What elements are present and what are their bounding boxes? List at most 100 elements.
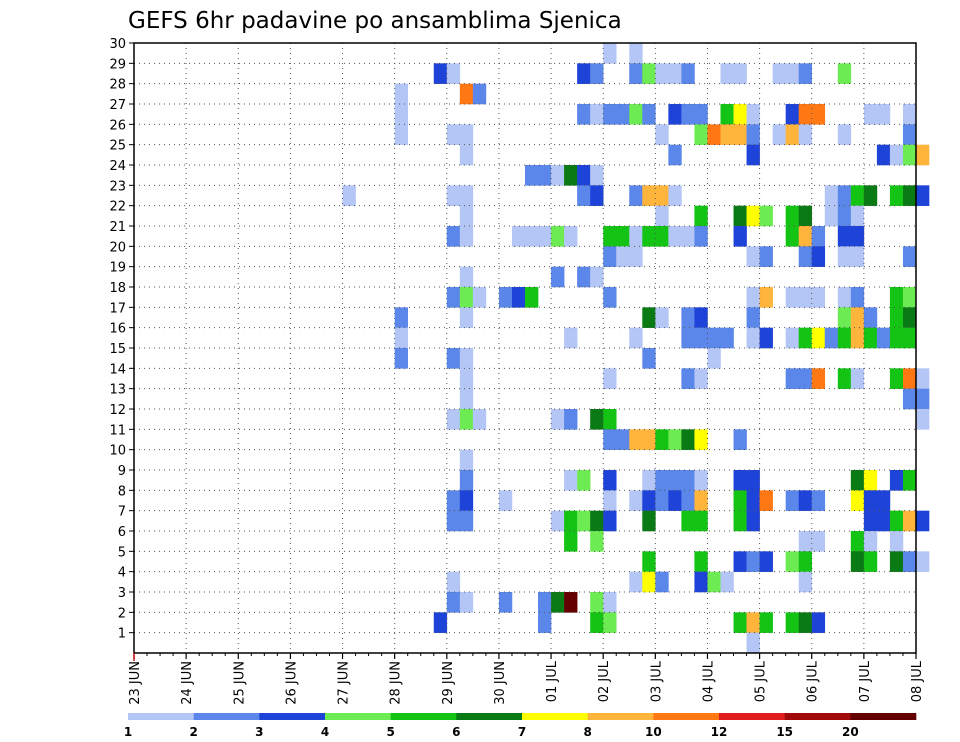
cell-member8-step28 bbox=[498, 490, 513, 511]
legend-label: 4 bbox=[321, 725, 329, 739]
cell-member2-step35 bbox=[590, 612, 604, 633]
cell-member21-step55 bbox=[850, 226, 865, 247]
cell-member21-step24 bbox=[446, 226, 461, 247]
y-tick-label: 10 bbox=[109, 444, 126, 459]
legend-swatch bbox=[522, 713, 588, 720]
cell-member17-step58 bbox=[889, 307, 904, 328]
cell-member20-step51 bbox=[798, 246, 813, 267]
y-tick-label: 12 bbox=[109, 403, 126, 418]
cell-member16-step54 bbox=[837, 327, 852, 349]
cell-member24-step32 bbox=[551, 165, 565, 186]
cell-member30-step38 bbox=[629, 43, 643, 64]
cell-member16-step51 bbox=[798, 327, 813, 349]
cell-member26-step50 bbox=[785, 124, 799, 145]
cell-member9-step46 bbox=[733, 470, 747, 491]
cell-member9-step34 bbox=[577, 470, 591, 491]
cell-member8-step48 bbox=[759, 490, 773, 511]
legend-label: 5 bbox=[386, 725, 394, 739]
cell-member27-step56 bbox=[863, 104, 878, 125]
cell-member21-step42 bbox=[681, 226, 695, 247]
cell-member3-step31 bbox=[538, 592, 552, 613]
cell-member20-step52 bbox=[811, 246, 826, 267]
y-tick-label: 1 bbox=[118, 627, 126, 642]
cell-member11-step37 bbox=[616, 429, 630, 450]
cell-member14-step42 bbox=[681, 368, 695, 389]
legend-swatch bbox=[587, 713, 654, 720]
legend-swatch bbox=[784, 713, 851, 720]
x-axis: 23 JUN 24 JUN 25 JUN 26 JUN 27 JUN 28 JUN 29 J… bbox=[128, 653, 925, 705]
cell-member11-step38 bbox=[629, 429, 643, 450]
cell-member5-step59 bbox=[902, 551, 917, 572]
cell-member21-step41 bbox=[668, 226, 682, 247]
cell-member23-step55 bbox=[850, 185, 865, 206]
cell-member27-step47 bbox=[746, 104, 760, 125]
cell-member16-step52 bbox=[811, 327, 826, 349]
cell-member21-step46 bbox=[733, 226, 747, 247]
cell-member2-step48 bbox=[759, 612, 773, 633]
cell-member14-step25 bbox=[459, 368, 474, 389]
cell-member3-step35 bbox=[590, 592, 604, 613]
cell-member23-step60 bbox=[916, 185, 930, 206]
cell-member9-step42 bbox=[681, 470, 695, 491]
cell-member7-step24 bbox=[446, 510, 461, 532]
cell-member21-step29 bbox=[511, 226, 526, 247]
cell-member20-step55 bbox=[850, 246, 865, 267]
cell-member19-step25 bbox=[459, 266, 474, 288]
cell-member16-step45 bbox=[720, 327, 734, 349]
cell-member6-step58 bbox=[889, 531, 904, 552]
cell-member12-step35 bbox=[590, 409, 604, 430]
y-tick-label: 27 bbox=[109, 98, 126, 113]
cell-member11-step39 bbox=[642, 429, 656, 450]
legend-swatch bbox=[850, 713, 917, 720]
cell-member22-step54 bbox=[837, 205, 852, 227]
cell-member29-step38 bbox=[629, 63, 643, 84]
cell-member11-step41 bbox=[668, 429, 682, 450]
cell-member26-step45 bbox=[720, 124, 734, 145]
cell-member17-step20 bbox=[394, 307, 408, 328]
legend-label: 6 bbox=[452, 725, 460, 739]
cell-member2-step46 bbox=[733, 612, 747, 633]
cell-member29-step39 bbox=[642, 63, 656, 84]
cell-member18-step29 bbox=[511, 287, 526, 308]
cell-member9-step55 bbox=[850, 470, 865, 491]
cell-member23-step38 bbox=[629, 185, 643, 206]
cell-member4-step44 bbox=[707, 571, 721, 593]
cell-member29-step46 bbox=[733, 63, 747, 84]
cell-member22-step46 bbox=[733, 205, 747, 227]
cell-member18-step26 bbox=[472, 287, 487, 308]
x-tick-label: 01 JUL bbox=[545, 660, 560, 702]
cell-member9-step41 bbox=[668, 470, 682, 491]
cell-member27-step37 bbox=[616, 104, 630, 125]
cell-member20-step54 bbox=[837, 246, 852, 267]
cell-member5-step55 bbox=[850, 551, 865, 572]
cell-member17-step25 bbox=[459, 307, 474, 328]
cell-member27-step35 bbox=[590, 104, 604, 125]
x-tick-label: 25 JUN bbox=[232, 661, 247, 705]
cell-member2-step50 bbox=[785, 612, 799, 633]
y-tick-label: 25 bbox=[109, 139, 126, 154]
y-tick-label: 15 bbox=[109, 342, 126, 357]
cell-member21-step51 bbox=[798, 226, 813, 247]
cell-member8-step50 bbox=[785, 490, 799, 511]
x-tick-label: 07 JUL bbox=[858, 660, 873, 702]
cell-member23-step59 bbox=[902, 185, 917, 206]
cell-member16-step53 bbox=[824, 327, 839, 349]
legend-label: 12 bbox=[711, 725, 728, 739]
cell-member24-step30 bbox=[525, 165, 539, 186]
cell-member21-step33 bbox=[564, 226, 578, 247]
x-tick-label: 06 JUL bbox=[806, 660, 821, 702]
cell-member23-step16 bbox=[342, 185, 356, 206]
cell-member18-step51 bbox=[798, 287, 813, 308]
cell-member27-step52 bbox=[811, 104, 826, 125]
cell-member9-step33 bbox=[564, 470, 578, 491]
y-tick-label: 16 bbox=[109, 322, 126, 337]
cell-member9-step39 bbox=[642, 470, 656, 491]
cell-member22-step51 bbox=[798, 205, 813, 227]
cell-member26-step47 bbox=[746, 124, 760, 145]
cell-member23-step54 bbox=[837, 185, 852, 206]
cell-member15-step39 bbox=[642, 348, 656, 369]
cell-member24-step33 bbox=[564, 165, 578, 186]
cell-member7-step42 bbox=[681, 510, 695, 532]
cell-member21-step40 bbox=[655, 226, 669, 247]
